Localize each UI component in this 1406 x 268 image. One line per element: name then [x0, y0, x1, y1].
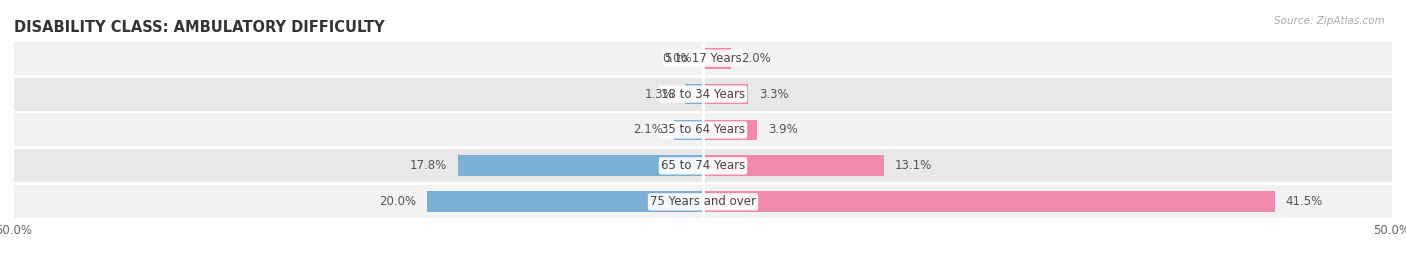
Bar — [673, 120, 703, 140]
Text: 35 to 64 Years: 35 to 64 Years — [661, 124, 745, 136]
Bar — [427, 191, 703, 212]
Bar — [703, 155, 883, 176]
Bar — [703, 120, 756, 140]
Bar — [458, 155, 703, 176]
Bar — [703, 84, 748, 105]
Text: 1.3%: 1.3% — [644, 88, 673, 100]
Bar — [685, 84, 703, 105]
Text: 13.1%: 13.1% — [894, 159, 932, 172]
Text: 17.8%: 17.8% — [409, 159, 447, 172]
Text: 20.0%: 20.0% — [380, 195, 416, 208]
Text: 41.5%: 41.5% — [1286, 195, 1323, 208]
Text: 65 to 74 Years: 65 to 74 Years — [661, 159, 745, 172]
Text: 18 to 34 Years: 18 to 34 Years — [661, 88, 745, 100]
Bar — [703, 48, 731, 69]
Bar — [14, 42, 1392, 75]
Bar — [14, 77, 1392, 111]
Text: 3.3%: 3.3% — [759, 88, 789, 100]
Text: 75 Years and over: 75 Years and over — [650, 195, 756, 208]
Bar — [703, 191, 1275, 212]
Bar — [14, 149, 1392, 183]
Text: Source: ZipAtlas.com: Source: ZipAtlas.com — [1274, 16, 1385, 26]
Text: 2.0%: 2.0% — [741, 52, 772, 65]
Text: 5 to 17 Years: 5 to 17 Years — [665, 52, 741, 65]
Text: 2.1%: 2.1% — [633, 124, 664, 136]
Text: 3.9%: 3.9% — [768, 124, 797, 136]
Text: DISABILITY CLASS: AMBULATORY DIFFICULTY: DISABILITY CLASS: AMBULATORY DIFFICULTY — [14, 20, 385, 35]
Bar — [14, 113, 1392, 147]
Legend: Male, Female: Male, Female — [636, 267, 770, 268]
Text: 0.0%: 0.0% — [662, 52, 692, 65]
Bar — [14, 185, 1392, 218]
